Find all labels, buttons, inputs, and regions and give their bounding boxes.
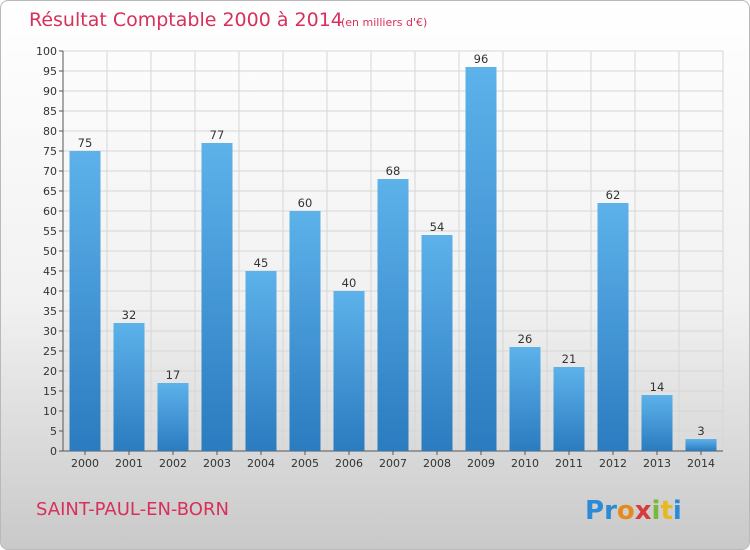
logo-letter: x	[635, 496, 652, 526]
commune-name: SAINT-PAUL-EN-BORN	[36, 499, 229, 520]
value-label-2006: 40	[342, 276, 357, 290]
y-tick-label: 95	[43, 65, 57, 78]
logo-letter: t	[660, 496, 672, 526]
value-label-2000: 75	[78, 136, 93, 150]
x-tick-label-2013: 2013	[643, 457, 671, 470]
bar-2008	[421, 235, 453, 451]
x-tick-label-2004: 2004	[247, 457, 275, 470]
bar-2003	[201, 143, 233, 451]
logo-letter: P	[585, 496, 604, 526]
value-label-2005: 60	[298, 196, 313, 210]
x-tick-label-2010: 2010	[511, 457, 539, 470]
bar-2005	[289, 211, 321, 451]
x-tick-label-2006: 2006	[335, 457, 363, 470]
x-tick-label-2007: 2007	[379, 457, 407, 470]
value-label-2013: 14	[650, 380, 665, 394]
bar-2004	[245, 271, 277, 451]
value-label-2008: 54	[430, 220, 445, 234]
bar-2002	[157, 383, 189, 451]
y-tick-label: 70	[43, 165, 57, 178]
y-tick-label: 40	[43, 285, 57, 298]
y-tick-label: 55	[43, 225, 57, 238]
y-tick-label: 20	[43, 365, 57, 378]
logo-letter: r	[604, 496, 617, 526]
y-tick-label: 45	[43, 265, 57, 278]
bar-2006	[333, 291, 365, 451]
x-tick-label-2008: 2008	[423, 457, 451, 470]
logo-letter: o	[617, 496, 635, 526]
bar-2013	[641, 395, 673, 451]
logo-letter: i	[652, 496, 661, 526]
value-label-2009: 96	[474, 52, 489, 66]
proxiti-logo: Proxiti	[585, 496, 682, 526]
y-tick-label: 75	[43, 145, 57, 158]
bar-2009	[465, 67, 497, 451]
x-tick-label-2009: 2009	[467, 457, 495, 470]
y-tick-label: 65	[43, 185, 57, 198]
y-tick-label: 10	[43, 405, 57, 418]
y-tick-label: 50	[43, 245, 57, 258]
value-label-2002: 17	[166, 368, 181, 382]
bars: 75 32 17 77 45 60 40 68 54 96 26 21 62 14 3	[69, 52, 717, 451]
y-tick-label: 15	[43, 385, 57, 398]
bar-2000	[69, 151, 101, 451]
value-label-2011: 21	[562, 352, 577, 366]
x-tick-label-2012: 2012	[599, 457, 627, 470]
y-tick-label: 60	[43, 205, 57, 218]
bar-2011	[553, 367, 585, 451]
y-tick-label: 25	[43, 345, 57, 358]
value-label-2012: 62	[606, 188, 621, 202]
x-tick-label-2003: 2003	[203, 457, 231, 470]
bar-2007	[377, 179, 409, 451]
bar-2014	[685, 439, 717, 451]
value-label-2003: 77	[210, 128, 225, 142]
bar-2012	[597, 203, 629, 451]
chart-title: Résultat Comptable 2000 à 2014	[29, 9, 343, 31]
y-tick-label: 0	[50, 445, 57, 458]
y-tick-label: 80	[43, 125, 57, 138]
bar-2010	[509, 347, 541, 451]
chart-subtitle: (en milliers d'€)	[341, 16, 427, 29]
x-tick-label-2002: 2002	[159, 457, 187, 470]
x-tick-label-2001: 2001	[115, 457, 143, 470]
x-tick-label-2011: 2011	[555, 457, 583, 470]
value-label-2007: 68	[386, 164, 401, 178]
bar-2001	[113, 323, 145, 451]
value-label-2010: 26	[518, 332, 533, 346]
value-label-2014: 3	[697, 424, 704, 438]
y-tick-label: 85	[43, 105, 57, 118]
y-tick-label: 5	[50, 425, 57, 438]
x-tick-label-2014: 2014	[687, 457, 715, 470]
y-tick-label: 30	[43, 325, 57, 338]
y-tick-label: 90	[43, 85, 57, 98]
y-tick-label: 100	[36, 45, 57, 58]
x-tick-label-2000: 2000	[71, 457, 99, 470]
value-label-2004: 45	[254, 256, 269, 270]
x-tick-label-2005: 2005	[291, 457, 319, 470]
y-tick-label: 35	[43, 305, 57, 318]
value-label-2001: 32	[122, 308, 137, 322]
logo-letter: i	[673, 496, 682, 526]
